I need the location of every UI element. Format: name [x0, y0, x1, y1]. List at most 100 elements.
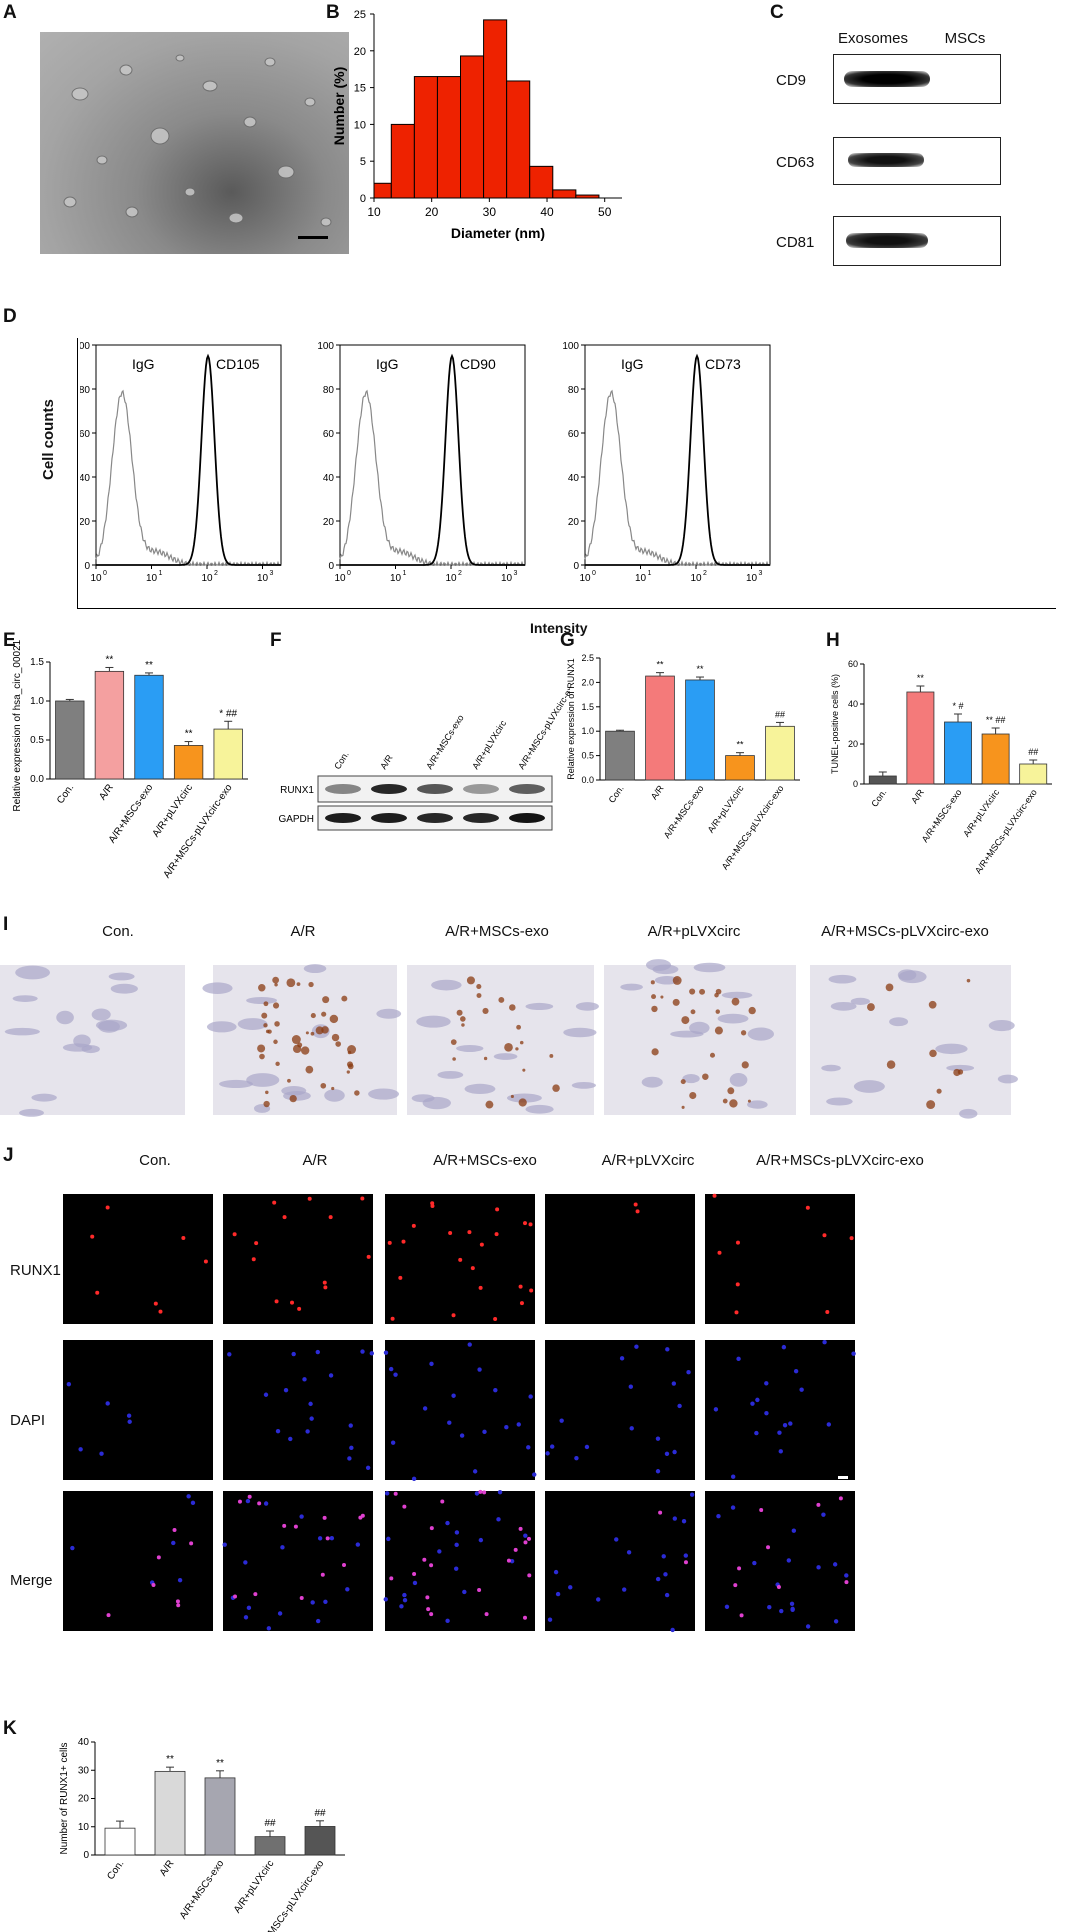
ihc-stain — [522, 1068, 526, 1072]
if-runx1-dot — [151, 1582, 156, 1587]
chart-b: 0 5 10 15 20 25 10 20 30 40 50 Diameter (nm) Number … — [331, 9, 622, 241]
if-runx1-dot — [156, 1555, 161, 1560]
ihc-cell — [283, 1090, 311, 1101]
chart-k-annotation: ## — [264, 1818, 276, 1829]
chart-e-category-label: A/R — [97, 782, 116, 802]
chart-e-annotation: ** — [145, 660, 153, 671]
ihc-stain — [747, 1099, 751, 1103]
chart-b-xlabel: Diameter (nm) — [451, 225, 545, 241]
ihc-stain — [702, 1073, 709, 1080]
ihc-cell — [525, 1104, 554, 1114]
ihc-stain — [748, 1006, 756, 1015]
tem-micrograph — [40, 32, 349, 254]
if-background — [63, 1340, 213, 1480]
if-dapi-dot — [634, 1344, 639, 1349]
chart-k-annotation: ** — [216, 1758, 224, 1769]
if-header-ar-plvxcirc: A/R+pLVXcirc — [601, 1152, 695, 1169]
flow-ytick-label: 60 — [568, 429, 580, 440]
if-runx1-dot — [320, 1572, 325, 1577]
if-runx1-dot — [440, 1499, 445, 1504]
ihc-cell — [437, 1070, 464, 1079]
chart-b-ytick-label: 25 — [354, 9, 366, 21]
if-dapi-dot — [755, 1397, 760, 1403]
if-runx1-dot — [838, 1496, 843, 1501]
ihc-cell — [237, 1018, 268, 1030]
if-dapi-dot — [309, 1416, 314, 1421]
ihc-stain — [715, 1009, 720, 1014]
if-runx1-dot — [251, 1257, 256, 1262]
chart-k-category-label: Con. — [105, 1858, 126, 1882]
if-dapi-dot — [805, 1624, 811, 1629]
panel-letter-b: B — [326, 2, 340, 23]
if-dapi-dot — [670, 1627, 675, 1633]
if-runx1-dot — [203, 1259, 208, 1264]
if-dapi-dot — [347, 1456, 352, 1461]
if-runx1-dot — [105, 1205, 110, 1210]
if-runx1-dot — [274, 1299, 279, 1304]
if-runx1-dot — [759, 1508, 764, 1513]
if-dapi-dot — [429, 1361, 434, 1367]
chart-g-annotation: ** — [736, 740, 744, 750]
ihc-stain — [498, 997, 505, 1003]
chart-h-annotation: ## — [1028, 747, 1038, 757]
if-runx1-dot — [233, 1594, 238, 1599]
if-dapi-dot — [126, 1413, 132, 1418]
ihc-cell — [303, 964, 327, 974]
ihc-header-ar-mscs-plvxcirc-exo: A/R+MSCs-pLVXcirc-exo — [821, 923, 989, 940]
if-runx1-dot — [816, 1502, 821, 1507]
chart-g-ytick-label: 1.0 — [581, 726, 594, 736]
ihc-stain — [681, 1105, 685, 1109]
if-runx1-dot — [448, 1230, 453, 1235]
flow-igg-label: IgG — [132, 356, 155, 372]
wb-f-lane-label: A/R+MSCs-exo — [424, 713, 465, 771]
chart-h-ytick-label: 40 — [848, 699, 858, 709]
if-image-r1-c5 — [705, 1193, 855, 1324]
panel-letter-f: F — [270, 630, 282, 651]
if-image-r1-c4 — [545, 1194, 695, 1324]
ihc-cell — [12, 995, 38, 1002]
ihc-cell — [56, 1010, 74, 1025]
ihc-stain — [305, 1065, 314, 1074]
flow-xtick-exp: 1 — [403, 570, 407, 577]
if-background — [223, 1340, 373, 1480]
ihc-stain — [274, 1021, 280, 1027]
chart-b-bar — [552, 189, 577, 199]
ihc-stain — [651, 994, 657, 1000]
if-dapi-dot — [619, 1356, 625, 1361]
if-dapi-dot — [186, 1494, 191, 1499]
ihc-cell — [411, 1094, 435, 1103]
if-dapi-dot — [277, 1611, 283, 1616]
if-dapi-dot — [750, 1401, 755, 1406]
ihc-stain — [335, 1041, 342, 1047]
if-dapi-dot — [308, 1401, 313, 1407]
if-dapi-dot — [78, 1447, 83, 1452]
ihc-stain — [483, 1056, 488, 1061]
flow-xtick-label: 10 — [445, 573, 457, 584]
wb-f-band — [417, 784, 453, 794]
ihc-cell — [206, 1021, 237, 1033]
if-dapi-dot — [683, 1553, 689, 1558]
if-dapi-dot — [526, 1445, 531, 1450]
wb-f-row-label: RUNX1 — [280, 785, 314, 796]
if-dapi-dot — [302, 1377, 307, 1382]
if-dapi-dot — [447, 1420, 452, 1425]
if-dapi-dot — [516, 1422, 521, 1427]
if-dapi-dot — [190, 1500, 196, 1506]
if-runx1-dot — [323, 1285, 328, 1290]
flow-marker-curve — [585, 353, 770, 566]
flow-ytick-label: 80 — [80, 385, 90, 396]
if-dapi-dot — [454, 1530, 460, 1535]
if-dapi-dot — [851, 1351, 856, 1356]
flow-xtick-label: 10 — [201, 573, 213, 584]
chart-h-ytick-label: 60 — [848, 659, 858, 669]
ihc-stain — [519, 1040, 524, 1045]
flow-xtick-exp: 0 — [592, 570, 596, 577]
ihc-cell — [95, 1019, 128, 1031]
tem-vesicles — [63, 54, 332, 239]
ihc-stain — [699, 988, 706, 995]
if-dapi-dot — [266, 1626, 272, 1631]
if-background — [705, 1194, 855, 1324]
if-image-r3-c3 — [383, 1489, 535, 1631]
flow-xtick-label: 10 — [146, 573, 158, 584]
chart-b-bar — [436, 76, 462, 199]
